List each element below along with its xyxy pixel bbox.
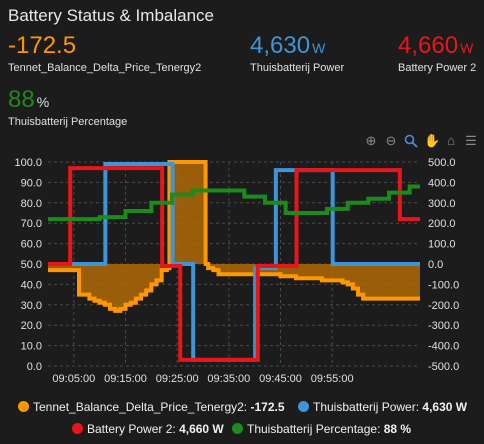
card-title: Battery Status & Imbalance xyxy=(8,6,214,25)
y-tick-label-right: -100.0 xyxy=(428,279,459,291)
zoom-in-icon[interactable]: ⊕ xyxy=(365,133,377,148)
legend-label: Battery Power 2: xyxy=(87,422,176,436)
y-tick-label-left: 0.0 xyxy=(27,361,42,373)
pan-hand-icon[interactable]: ✋ xyxy=(424,133,441,148)
legend-marker xyxy=(72,423,83,434)
y-tick-label-right: 100.0 xyxy=(428,239,456,251)
legend-label: Thuisbatterij Power: xyxy=(313,400,420,414)
menu-icon[interactable]: ☰ xyxy=(465,133,477,148)
series-tennet-balance-delta-price-tenergy2-line xyxy=(48,160,420,313)
y-tick-label-left: 50.0 xyxy=(21,259,42,271)
legend-item-tennet[interactable]: Tennet_Balance_Delta_Price_Tenergy2: -17… xyxy=(18,400,285,414)
x-tick-label: 09:15:00 xyxy=(104,373,147,384)
series-battery-power-2-line xyxy=(48,166,420,362)
stat-thuisbatterij-power: 4,630 W Thuisbatterij Power xyxy=(250,32,344,74)
stat-value: 4,630 xyxy=(250,32,311,59)
legend-value: 88 % xyxy=(383,422,412,436)
home-icon[interactable]: ⌂ xyxy=(447,133,455,148)
y-tick-label-right: -400.0 xyxy=(428,341,459,353)
legend: Tennet_Balance_Delta_Price_Tenergy2: -17… xyxy=(0,400,484,440)
x-tick-label: 09:45:00 xyxy=(259,373,302,384)
stat-label: Tennet_Balance_Delta_Price_Tenergy2 xyxy=(8,62,202,74)
y-tick-label-left: 70.0 xyxy=(21,218,42,230)
y-tick-label-right: -200.0 xyxy=(428,300,459,312)
legend-item-thuisbatterij-percentage[interactable]: Thuisbatterij Percentage: 88 % xyxy=(232,422,411,436)
y-tick-label-right: 300.0 xyxy=(428,198,456,210)
y-tick-label-left: 90.0 xyxy=(21,177,42,189)
x-tick-label: 09:05:00 xyxy=(52,373,95,384)
legend-marker xyxy=(18,401,29,412)
y-tick-label-right: 500.0 xyxy=(428,157,456,169)
stat-thuisbatterij-percentage: 88% Thuisbatterij Percentage xyxy=(8,86,127,128)
y-tick-label-left: 10.0 xyxy=(21,341,42,353)
legend-item-thuisbatterij-power[interactable]: Thuisbatterij Power: 4,630 W xyxy=(298,400,467,414)
series-thuisbatterij-power-line xyxy=(48,162,420,362)
stat-battery-power-2: 4,660 W Battery Power 2 xyxy=(398,32,476,74)
series-thuisbatterij-percentage-line xyxy=(48,184,420,222)
y-tick-label-left: 100.0 xyxy=(14,157,42,169)
chart: 0.0 10.0 20.0 30.0 40.0 50.0 60.0 70.0 80.0 90.0 1… xyxy=(14,157,459,384)
stat-unit: W xyxy=(312,40,326,56)
magnifier-icon[interactable] xyxy=(404,134,418,148)
stat-value: 88 xyxy=(8,86,35,113)
stat-tennet: -172.5 Tennet_Balance_Delta_Price_Tenerg… xyxy=(8,32,201,74)
stat-label: Thuisbatterij Power xyxy=(250,62,345,74)
y-tick-label-right: -300.0 xyxy=(428,320,459,332)
y-tick-label-left: 30.0 xyxy=(21,300,42,312)
y-tick-label-right: 400.0 xyxy=(428,177,456,189)
y-tick-label-left: 60.0 xyxy=(21,239,42,251)
legend-value: -172.5 xyxy=(250,400,285,414)
x-tick-label: 09:35:00 xyxy=(207,373,250,384)
y-tick-label-left: 40.0 xyxy=(21,279,42,291)
y-tick-label-right: 0.0 xyxy=(428,259,443,271)
stat-label: Battery Power 2 xyxy=(398,62,477,74)
chart-toolbar: ⊕ ⊖ ✋ ⌂ ☰ xyxy=(364,134,478,148)
stat-value: 4,660 xyxy=(398,32,459,59)
legend-value: 4,660 W xyxy=(179,422,224,436)
legend-marker xyxy=(232,423,243,434)
stat-label: Thuisbatterij Percentage xyxy=(8,116,128,128)
stat-unit: % xyxy=(36,94,50,110)
series-tennet-balance-delta-price-tenergy2-area xyxy=(48,162,420,311)
y-tick-label-right: 200.0 xyxy=(428,218,456,230)
y-tick-label-right: -500.0 xyxy=(428,361,459,373)
legend-item-battery-power-2[interactable]: Battery Power 2: 4,660 W xyxy=(72,422,224,436)
zoom-out-icon[interactable]: ⊖ xyxy=(385,133,397,148)
y-tick-label-left: 20.0 xyxy=(21,320,42,332)
x-tick-label: 09:55:00 xyxy=(311,373,354,384)
stat-value: -172.5 xyxy=(8,32,77,59)
y-tick-label-left: 80.0 xyxy=(21,198,42,210)
legend-label: Thuisbatterij Percentage: xyxy=(247,422,381,436)
legend-label: Tennet_Balance_Delta_Price_Tenergy2: xyxy=(33,400,248,414)
legend-value: 4,630 W xyxy=(422,400,468,414)
stat-unit: W xyxy=(460,40,474,56)
x-tick-label: 09:25:00 xyxy=(156,373,199,384)
legend-marker xyxy=(298,401,309,412)
